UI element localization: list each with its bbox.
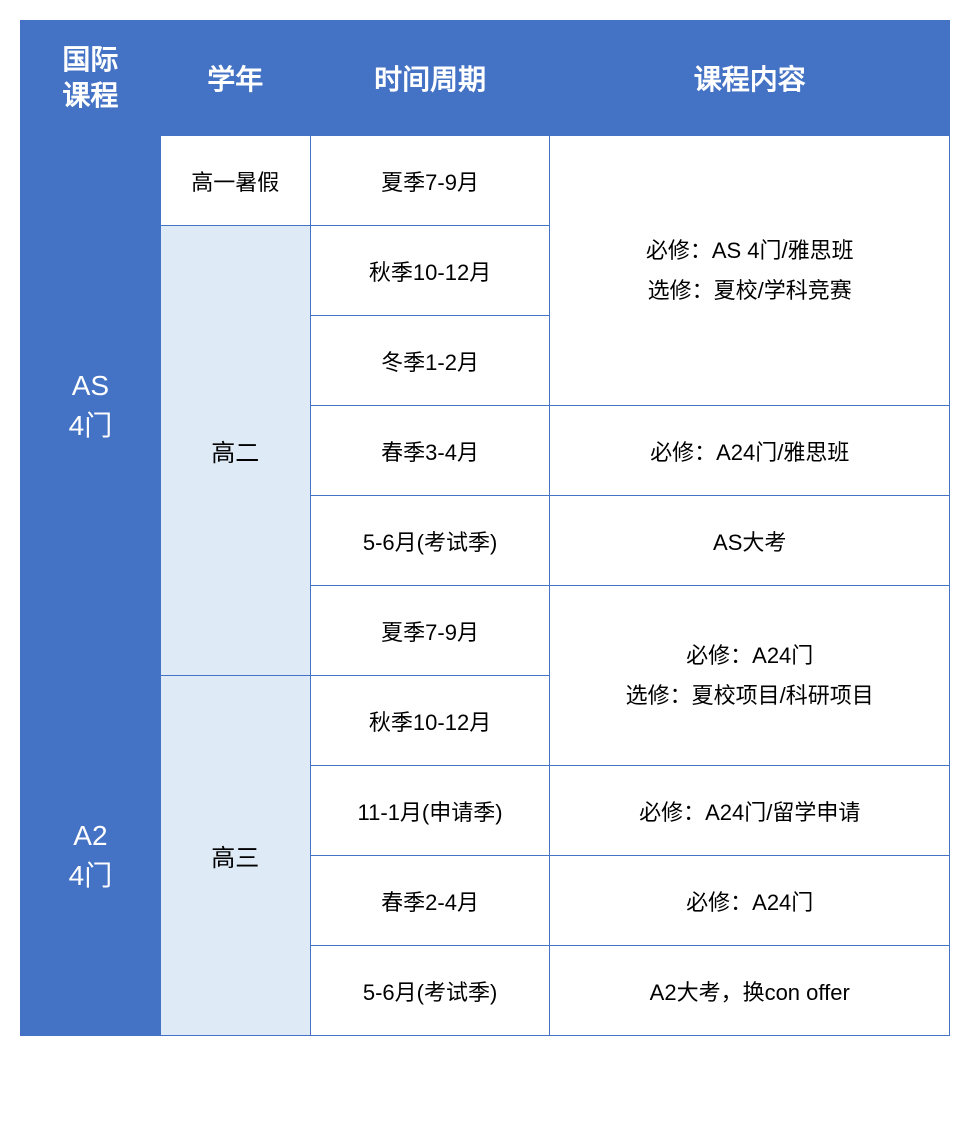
period-autumn-oct-dec-2: 秋季10-12月 <box>310 676 550 766</box>
period-nov-jan-application: 11-1月(申请季) <box>310 766 550 856</box>
content-a2-required: 必修：A24门 <box>550 856 950 946</box>
header-col1-line2: 课程 <box>62 80 118 111</box>
period-winter-jan-feb: 冬季1-2月 <box>310 316 550 406</box>
course-a2-cell: A2 4门 <box>21 676 161 1036</box>
content4-line1: 必修：A24门 <box>686 643 813 668</box>
course1-line1: AS <box>72 370 109 401</box>
header-course-content: 课程内容 <box>550 21 950 136</box>
period-summer-jul-sep: 夏季7-9月 <box>310 136 550 226</box>
header-row: 国际 课程 学年 时间周期 课程内容 <box>21 21 950 136</box>
content-as-exam: AS大考 <box>550 496 950 586</box>
period-spring-mar-apr: 春季3-4月 <box>310 406 550 496</box>
content4-line2: 选修：夏校项目/科研项目 <box>626 683 874 708</box>
header-international-course: 国际 课程 <box>21 21 161 136</box>
content-as-required-elective: 必修：AS 4门/雅思班 选修：夏校/学科竞赛 <box>550 136 950 406</box>
content1-line1: 必修：AS 4门/雅思班 <box>646 238 854 263</box>
year-grade1-summer: 高一暑假 <box>160 136 310 226</box>
course1-line2: 4门 <box>69 410 113 441</box>
period-may-jun-exam-2: 5-6月(考试季) <box>310 946 550 1036</box>
period-summer-jul-sep-2: 夏季7-9月 <box>310 586 550 676</box>
year-grade2: 高二 <box>160 226 310 676</box>
course2-line1: A2 <box>73 820 107 851</box>
content-a2-application: 必修：A24门/留学申请 <box>550 766 950 856</box>
period-may-jun-exam: 5-6月(考试季) <box>310 496 550 586</box>
content-a2-summer-research: 必修：A24门 选修：夏校项目/科研项目 <box>550 586 950 766</box>
course-schedule-table: 国际 课程 学年 时间周期 课程内容 AS 4门 高一暑假 夏季7-9月 必修：… <box>20 20 950 1036</box>
year-grade3: 高三 <box>160 676 310 1036</box>
table-row: AS 4门 高一暑假 夏季7-9月 必修：AS 4门/雅思班 选修：夏校/学科竞… <box>21 136 950 226</box>
course2-line2: 4门 <box>69 860 113 891</box>
header-col1-line1: 国际 <box>62 44 118 75</box>
header-time-period: 时间周期 <box>310 21 550 136</box>
course-as-cell: AS 4门 <box>21 136 161 676</box>
content1-line2: 选修：夏校/学科竞赛 <box>648 278 852 303</box>
content-a2-ielts: 必修：A24门/雅思班 <box>550 406 950 496</box>
header-academic-year: 学年 <box>160 21 310 136</box>
period-spring-feb-apr: 春季2-4月 <box>310 856 550 946</box>
period-autumn-oct-dec: 秋季10-12月 <box>310 226 550 316</box>
content-a2-exam-offer: A2大考，换con offer <box>550 946 950 1036</box>
